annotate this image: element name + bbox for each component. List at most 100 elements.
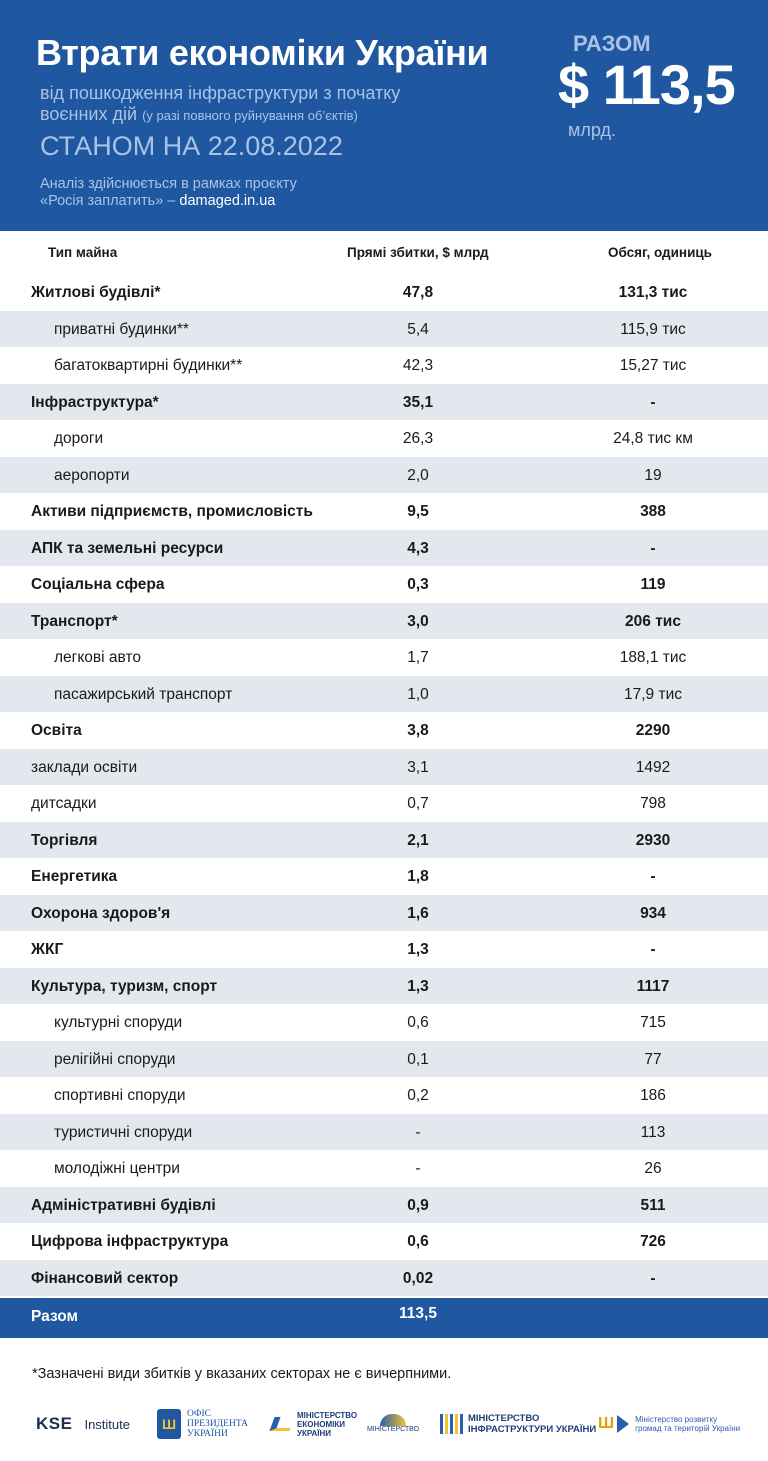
table-row: заклади освіти 3,1 1492 [0,748,768,785]
row-damage: 0,2 [407,1087,429,1104]
row-type: Інфраструктура* [31,393,159,411]
row-type: культурні споруди [54,1014,183,1031]
ministry-reintegration-text: МІНІСТЕРСТВО [366,1426,420,1433]
row-type: туристичні споруди [54,1123,193,1141]
table-row: Активи підприємств, промисловість 9,5 388 [0,493,768,530]
table-row: ЖКГ 1,3 - [0,931,768,968]
row-damage: 26,3 [402,430,434,447]
trident-small-icon: Ш [598,1415,615,1432]
row-type: Транспорт* [31,612,118,630]
row-volume: 388 [640,503,666,520]
row-type: Житлові будівлі* [31,284,161,301]
md-line-2: громад та територій України [635,1424,741,1433]
row-damage: 0,6 [407,1233,429,1250]
row-volume: 15,27 тис [619,357,687,374]
row-volume: 131,3 тис [618,284,688,301]
row-volume: 798 [640,795,666,812]
row-damage: 1,6 [407,904,429,922]
project-note-line-1: Аналіз здійснюється в рамках проєкту [40,176,297,192]
row-volume: 186 [640,1087,666,1104]
row-volume: 715 [640,1014,666,1031]
table-row: Цифрова інфраструктура 0,6 726 [0,1223,768,1260]
row-volume: - [650,941,656,958]
row-damage: 35,1 [402,393,434,411]
row-type: Культура, туризм, спорт [31,977,218,995]
row-type: приватні будинки** [54,320,189,338]
table-row: приватні будинки** 5,4 115,9 тис [0,310,768,347]
ministry-economy-logo: МІНІСТЕРСТВО ЕКОНОМІКИ УКРАЇНИ [269,1404,358,1444]
row-type: АПК та земельні ресурси [31,539,224,557]
kse-text: Institute [84,1416,130,1432]
kse-institute-logo: KSE Institute [36,1404,130,1444]
table-row: культурні споруди 0,6 715 [0,1004,768,1041]
project-note-text: «Росія заплатить» – [40,193,176,209]
column-header-type: Тип майна [48,245,118,260]
total-unit: млрд. [568,120,616,140]
row-damage: 5,4 [407,320,429,338]
row-volume: 1117 [636,977,670,995]
row-volume: 511 [640,1196,666,1214]
office-of-president-text: ОФІС ПРЕЗИДЕНТА УКРАЇНИ [187,1409,248,1439]
row-type: молодіжні центри [54,1160,180,1177]
row-type: Соціальна сфера [31,576,165,593]
total-row: Разом 113,5 [0,1298,768,1338]
table-row: туристичні споруди - 113 [0,1113,768,1150]
report-date: СТАНОМ НА 22.08.2022 [40,131,343,161]
row-volume: 188,1 тис [619,649,687,666]
row-volume: 77 [644,1050,662,1068]
row-type: Енергетика [31,868,118,885]
table-header: Тип майна Прямі збитки, $ млрд Обсяг, од… [0,232,768,274]
losses-table: Житлові будівлі* 47,8 131,3 тис приватні бу… [0,274,768,1296]
me-line-2: ЕКОНОМІКИ [297,1419,345,1429]
row-damage: 4,3 [407,539,429,557]
row-volume: 934 [640,904,666,922]
row-damage: 42,3 [402,357,434,374]
row-type: багатоквартирні будинки** [54,357,243,374]
op-line-3: УКРАЇНИ [187,1429,228,1439]
subtitle-line-1: від пошкодження інфраструктури з початку [40,83,401,103]
table-row: Енергетика 1,8 - [0,858,768,895]
row-damage: 0,3 [407,576,429,593]
table-row: легкові авто 1,7 188,1 тис [0,639,768,676]
table-row: спортивні споруди 0,2 186 [0,1077,768,1114]
ministry-infrastructure-text: МІНІСТЕРСТВО ІНФРАСТРУКТУРИ УКРАЇНИ [468,1413,596,1435]
row-volume: 726 [640,1233,666,1250]
me-line-1: МІНІСТЕРСТВО [297,1410,358,1420]
row-damage: 47,8 [402,284,434,301]
me-line-3: УКРАЇНИ [297,1428,332,1438]
row-damage: 0,7 [407,795,429,812]
row-damage: 1,0 [407,685,429,703]
table-row: Охорона здоров'я 1,6 934 [0,894,768,931]
partner-logos: KSE Institute Ш ОФІС ПРЕЗИДЕНТА УКРАЇНИ … [0,1400,768,1450]
table-row: багатоквартирні будинки** 42,3 15,27 тис [0,347,768,384]
arrow-icon [617,1415,630,1433]
row-type: аеропорти [54,466,130,484]
ministry-reintegration-logo: МІНІСТЕРСТВО [363,1404,423,1444]
table-row: молодіжні центри - 26 [0,1150,768,1187]
table-row: дороги 26,3 24,8 тис км [0,420,768,457]
row-damage: 9,5 [407,503,429,520]
table-row: Житлові будівлі* 47,8 131,3 тис [0,274,768,311]
table-row: Фінансовий сектор 0,02 - [0,1259,768,1296]
table-row: аеропорти 2,0 19 [0,456,768,493]
total-row-value: 113,5 [399,1305,437,1322]
ministry-infrastructure-logo: МІНІСТЕРСТВО ІНФРАСТРУКТУРИ УКРАЇНИ [440,1404,596,1444]
project-link[interactable]: damaged.in.ua [179,193,276,209]
row-volume: 206 тис [625,612,681,630]
mi-line-2: ІНФРАСТРУКТУРИ УКРАЇНИ [468,1424,597,1435]
row-type: дороги [54,430,104,447]
row-damage: 1,7 [407,649,429,666]
row-damage: - [415,1160,421,1177]
md-line-1: Міністерство розвитку [635,1415,718,1424]
ministry-reintegration-icon [380,1414,406,1426]
kse-mark: KSE [36,1414,73,1433]
row-type: Цифрова інфраструктура [31,1233,229,1250]
row-damage: 3,0 [407,612,429,630]
row-volume: 2290 [635,722,671,739]
row-volume: 26 [644,1160,662,1177]
row-type: Охорона здоров'я [31,904,171,922]
ministry-economy-icon [269,1417,295,1431]
row-damage: 1,3 [407,977,429,995]
row-damage: 2,0 [407,466,429,484]
row-type: спортивні споруди [54,1087,186,1104]
